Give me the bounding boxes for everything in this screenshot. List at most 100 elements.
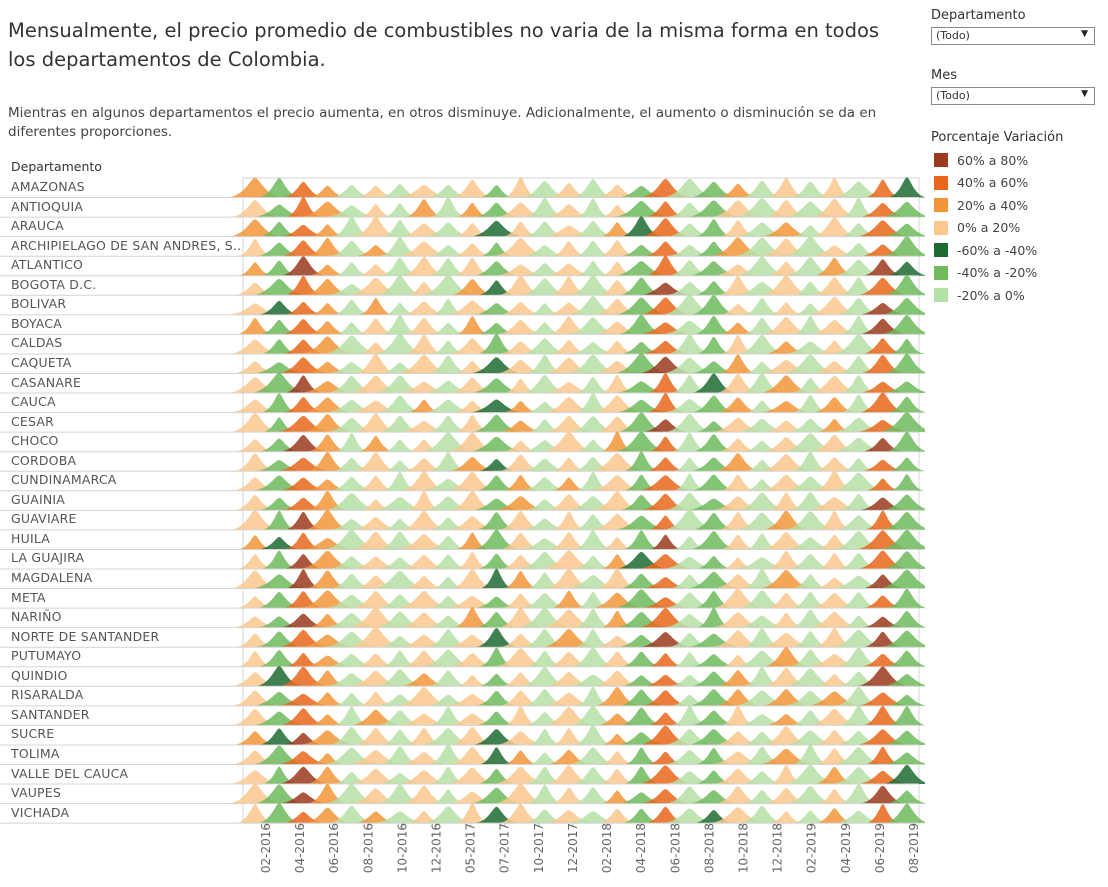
area-mark (474, 512, 519, 530)
legend-item[interactable]: 0% a 20% (931, 217, 1063, 240)
area-mark (756, 570, 817, 589)
area-mark (248, 278, 310, 296)
area-mark (496, 607, 546, 628)
area-mark (353, 245, 399, 257)
area-mark (615, 314, 668, 335)
row-band (235, 550, 925, 569)
area-mark (573, 376, 613, 394)
area-mark (809, 216, 860, 237)
area-mark (369, 570, 431, 589)
legend-item[interactable]: -20% a 0% (931, 284, 1063, 307)
row-label: ANTIOQUIA (11, 198, 84, 214)
area-mark (381, 460, 419, 472)
area-mark (594, 568, 641, 589)
area-mark (518, 593, 572, 609)
legend-item[interactable]: 60% a 80% (931, 149, 1063, 172)
area-mark (738, 746, 786, 765)
area-mark (230, 282, 280, 296)
area-mark (884, 588, 925, 609)
area-mark (441, 596, 504, 609)
area-mark (394, 590, 454, 609)
area-mark (398, 471, 450, 491)
area-mark (395, 612, 453, 628)
area-mark (453, 675, 491, 687)
area-mark (574, 261, 612, 276)
area-mark (687, 457, 741, 472)
area-mark (399, 785, 449, 804)
area-mark (369, 496, 431, 511)
area-mark (225, 219, 285, 237)
area-mark (397, 752, 452, 765)
row-band (227, 509, 925, 530)
area-mark (883, 790, 925, 804)
legend-item[interactable]: -60% a -40% (931, 239, 1063, 262)
area-mark (356, 691, 396, 706)
area-mark (426, 415, 471, 433)
legend-item[interactable]: 40% a 60% (931, 172, 1063, 195)
area-mark (571, 724, 615, 745)
area-mark (525, 322, 565, 335)
area-mark (810, 397, 859, 413)
mes-select[interactable]: (Todo) ▼ (931, 87, 1095, 105)
area-mark (708, 612, 768, 628)
legend-swatch (934, 153, 948, 168)
area-mark (863, 746, 903, 765)
area-mark (670, 705, 710, 726)
area-mark (478, 242, 515, 257)
area-mark (883, 431, 925, 452)
legend-item[interactable]: -40% a -20% (931, 262, 1063, 285)
area-mark (346, 670, 406, 687)
area-mark (804, 654, 865, 667)
area-mark (659, 614, 720, 628)
area-mark (280, 591, 326, 609)
area-mark (663, 786, 717, 804)
area-mark (833, 686, 884, 706)
area-mark (300, 807, 355, 824)
area-mark (574, 198, 612, 218)
area-mark (370, 811, 430, 824)
legend-item[interactable]: 20% a 40% (931, 194, 1063, 217)
area-mark (783, 785, 837, 804)
area-mark (249, 475, 310, 491)
row-band (229, 744, 925, 765)
area-mark (760, 510, 812, 530)
area-mark (815, 789, 854, 804)
area-mark (692, 590, 736, 609)
area-mark (253, 591, 305, 609)
row-band (228, 196, 925, 218)
area-mark (757, 401, 816, 413)
area-mark (618, 341, 665, 354)
area-mark (690, 434, 738, 452)
area-mark (496, 803, 545, 824)
area-mark (233, 633, 278, 648)
area-mark (526, 303, 564, 315)
area-mark (637, 493, 694, 511)
area-mark (572, 608, 614, 628)
area-mark (719, 557, 757, 569)
area-mark (405, 490, 443, 511)
row-label: PUTUMAYO (11, 648, 82, 664)
area-mark (346, 769, 405, 785)
area-mark (617, 675, 665, 687)
area-mark (467, 787, 526, 804)
area-mark (303, 479, 352, 491)
area-mark (838, 315, 879, 335)
area-mark (790, 281, 831, 296)
area-mark (852, 530, 913, 550)
area-mark (380, 219, 420, 237)
area-mark (598, 431, 636, 452)
area-mark (758, 222, 815, 237)
area-mark (599, 610, 636, 628)
area-mark (884, 396, 925, 413)
area-mark (598, 751, 636, 765)
area-mark (275, 792, 331, 804)
area-mark (779, 433, 842, 452)
area-mark (634, 475, 697, 491)
area-mark (716, 183, 760, 198)
area-mark (472, 202, 521, 218)
area-mark (692, 421, 736, 433)
area-mark (452, 223, 493, 237)
area-mark (611, 381, 672, 394)
departamento-select[interactable]: (Todo) ▼ (931, 27, 1095, 45)
area-mark (815, 511, 854, 530)
